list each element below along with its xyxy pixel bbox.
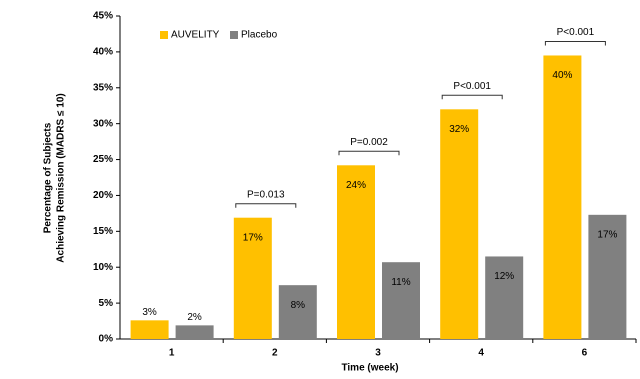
bar bbox=[440, 109, 479, 339]
bar bbox=[175, 325, 214, 339]
value-label: 17% bbox=[243, 232, 263, 243]
y-tick-label: 15% bbox=[93, 226, 113, 237]
x-tick-label: 2 bbox=[272, 348, 278, 359]
value-label: 40% bbox=[552, 70, 572, 81]
legend-label: Placebo bbox=[241, 30, 278, 41]
x-tick-label: 6 bbox=[582, 348, 588, 359]
x-tick-label: 3 bbox=[375, 348, 381, 359]
bar bbox=[588, 214, 627, 339]
bar bbox=[382, 262, 420, 339]
x-tick-label: 1 bbox=[169, 348, 175, 359]
legend-swatch bbox=[160, 31, 168, 39]
value-label: 11% bbox=[391, 277, 410, 288]
y-tick-label: 0% bbox=[99, 334, 114, 345]
y-tick-label: 10% bbox=[93, 262, 113, 273]
significance-bracket bbox=[544, 40, 606, 46]
value-label: 3% bbox=[142, 307, 157, 318]
legend-swatch bbox=[230, 31, 238, 39]
bar bbox=[278, 285, 317, 339]
y-tick-label: 40% bbox=[93, 47, 113, 58]
p-value: P=0.013 bbox=[247, 189, 285, 200]
significance-bracket bbox=[441, 94, 503, 100]
value-label: 2% bbox=[187, 312, 202, 323]
value-label: 24% bbox=[346, 180, 366, 191]
value-label: 12% bbox=[494, 271, 514, 282]
value-label: 32% bbox=[449, 124, 469, 135]
bar bbox=[337, 165, 375, 339]
value-label: 17% bbox=[597, 229, 617, 240]
y-tick-label: 20% bbox=[93, 190, 113, 201]
y-tick-label: 25% bbox=[93, 154, 113, 165]
bar bbox=[130, 320, 169, 339]
p-value: P<0.001 bbox=[453, 81, 491, 92]
y-tick-label: 30% bbox=[93, 118, 113, 129]
x-tick-label: 4 bbox=[478, 348, 484, 359]
significance-bracket bbox=[235, 203, 297, 208]
y-tick-label: 35% bbox=[93, 82, 113, 93]
bar bbox=[543, 55, 582, 339]
y-tick-label: 45% bbox=[93, 11, 113, 22]
y-axis-title: Percentage of Subjects bbox=[43, 122, 54, 233]
x-axis-title: Time (week) bbox=[341, 363, 398, 374]
y-tick-label: 5% bbox=[99, 298, 114, 309]
bar bbox=[485, 256, 524, 339]
legend-label: AUVELITY bbox=[171, 30, 220, 41]
y-axis-title: Achieving Remission (MADRS ≤ 10) bbox=[56, 93, 67, 262]
bar bbox=[233, 217, 272, 339]
p-value: P=0.002 bbox=[350, 137, 388, 148]
p-value: P<0.001 bbox=[557, 27, 595, 38]
significance-bracket bbox=[338, 150, 400, 156]
value-label: 8% bbox=[291, 300, 306, 311]
